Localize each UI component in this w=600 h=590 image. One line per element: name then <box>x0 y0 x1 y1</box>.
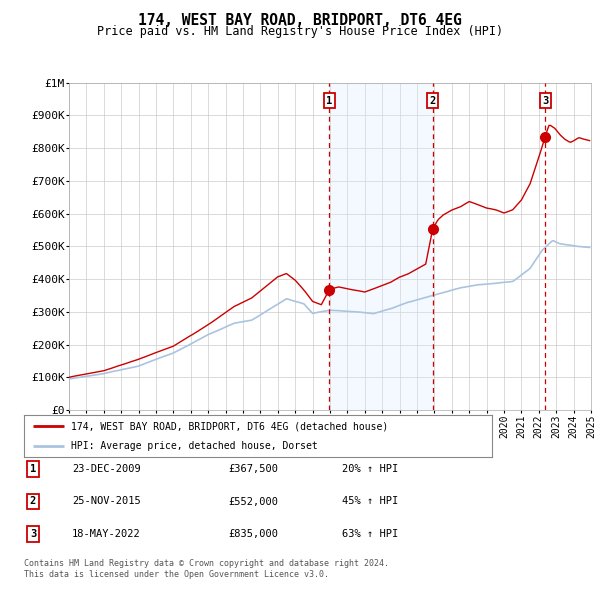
Text: £835,000: £835,000 <box>228 529 278 539</box>
Text: 174, WEST BAY ROAD, BRIDPORT, DT6 4EG: 174, WEST BAY ROAD, BRIDPORT, DT6 4EG <box>138 13 462 28</box>
Text: 25-NOV-2015: 25-NOV-2015 <box>72 497 141 506</box>
Text: 45% ↑ HPI: 45% ↑ HPI <box>342 497 398 506</box>
Text: £552,000: £552,000 <box>228 497 278 506</box>
Text: 63% ↑ HPI: 63% ↑ HPI <box>342 529 398 539</box>
Text: 1: 1 <box>30 464 36 474</box>
Bar <box>329 83 433 410</box>
Text: Contains HM Land Registry data © Crown copyright and database right 2024.: Contains HM Land Registry data © Crown c… <box>24 559 389 568</box>
Text: £367,500: £367,500 <box>228 464 278 474</box>
Text: HPI: Average price, detached house, Dorset: HPI: Average price, detached house, Dors… <box>71 441 317 451</box>
Text: 1: 1 <box>326 96 332 106</box>
Text: 174, WEST BAY ROAD, BRIDPORT, DT6 4EG (detached house): 174, WEST BAY ROAD, BRIDPORT, DT6 4EG (d… <box>71 421 388 431</box>
Text: 2: 2 <box>430 96 436 106</box>
Text: Price paid vs. HM Land Registry's House Price Index (HPI): Price paid vs. HM Land Registry's House … <box>97 25 503 38</box>
Text: 2: 2 <box>30 497 36 506</box>
Text: 23-DEC-2009: 23-DEC-2009 <box>72 464 141 474</box>
Text: 3: 3 <box>30 529 36 539</box>
Text: 18-MAY-2022: 18-MAY-2022 <box>72 529 141 539</box>
Text: This data is licensed under the Open Government Licence v3.0.: This data is licensed under the Open Gov… <box>24 571 329 579</box>
Text: 20% ↑ HPI: 20% ↑ HPI <box>342 464 398 474</box>
Text: 3: 3 <box>542 96 548 106</box>
